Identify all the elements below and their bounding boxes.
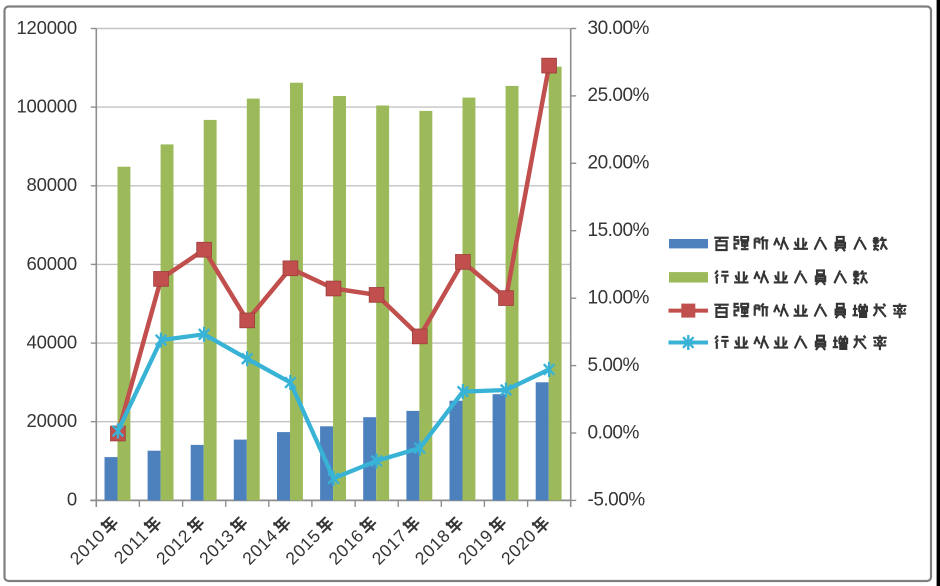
- svg-text:0: 0: [67, 489, 77, 510]
- svg-text:30.00%: 30.00%: [588, 18, 650, 39]
- svg-text:80000: 80000: [27, 174, 77, 195]
- svg-text:100000: 100000: [16, 95, 77, 116]
- svg-text:-5.00%: -5.00%: [588, 490, 646, 511]
- svg-text:15.00%: 15.00%: [588, 220, 650, 241]
- svg-text:120000: 120000: [16, 17, 77, 38]
- svg-text:0.00%: 0.00%: [588, 422, 640, 443]
- svg-text:10.00%: 10.00%: [588, 288, 650, 309]
- svg-text:40000: 40000: [27, 331, 77, 352]
- svg-text:60000: 60000: [27, 253, 77, 274]
- svg-text:20000: 20000: [27, 410, 77, 431]
- svg-text:5.00%: 5.00%: [588, 355, 640, 376]
- svg-text:25.00%: 25.00%: [588, 85, 650, 106]
- svg-text:20.00%: 20.00%: [588, 153, 650, 174]
